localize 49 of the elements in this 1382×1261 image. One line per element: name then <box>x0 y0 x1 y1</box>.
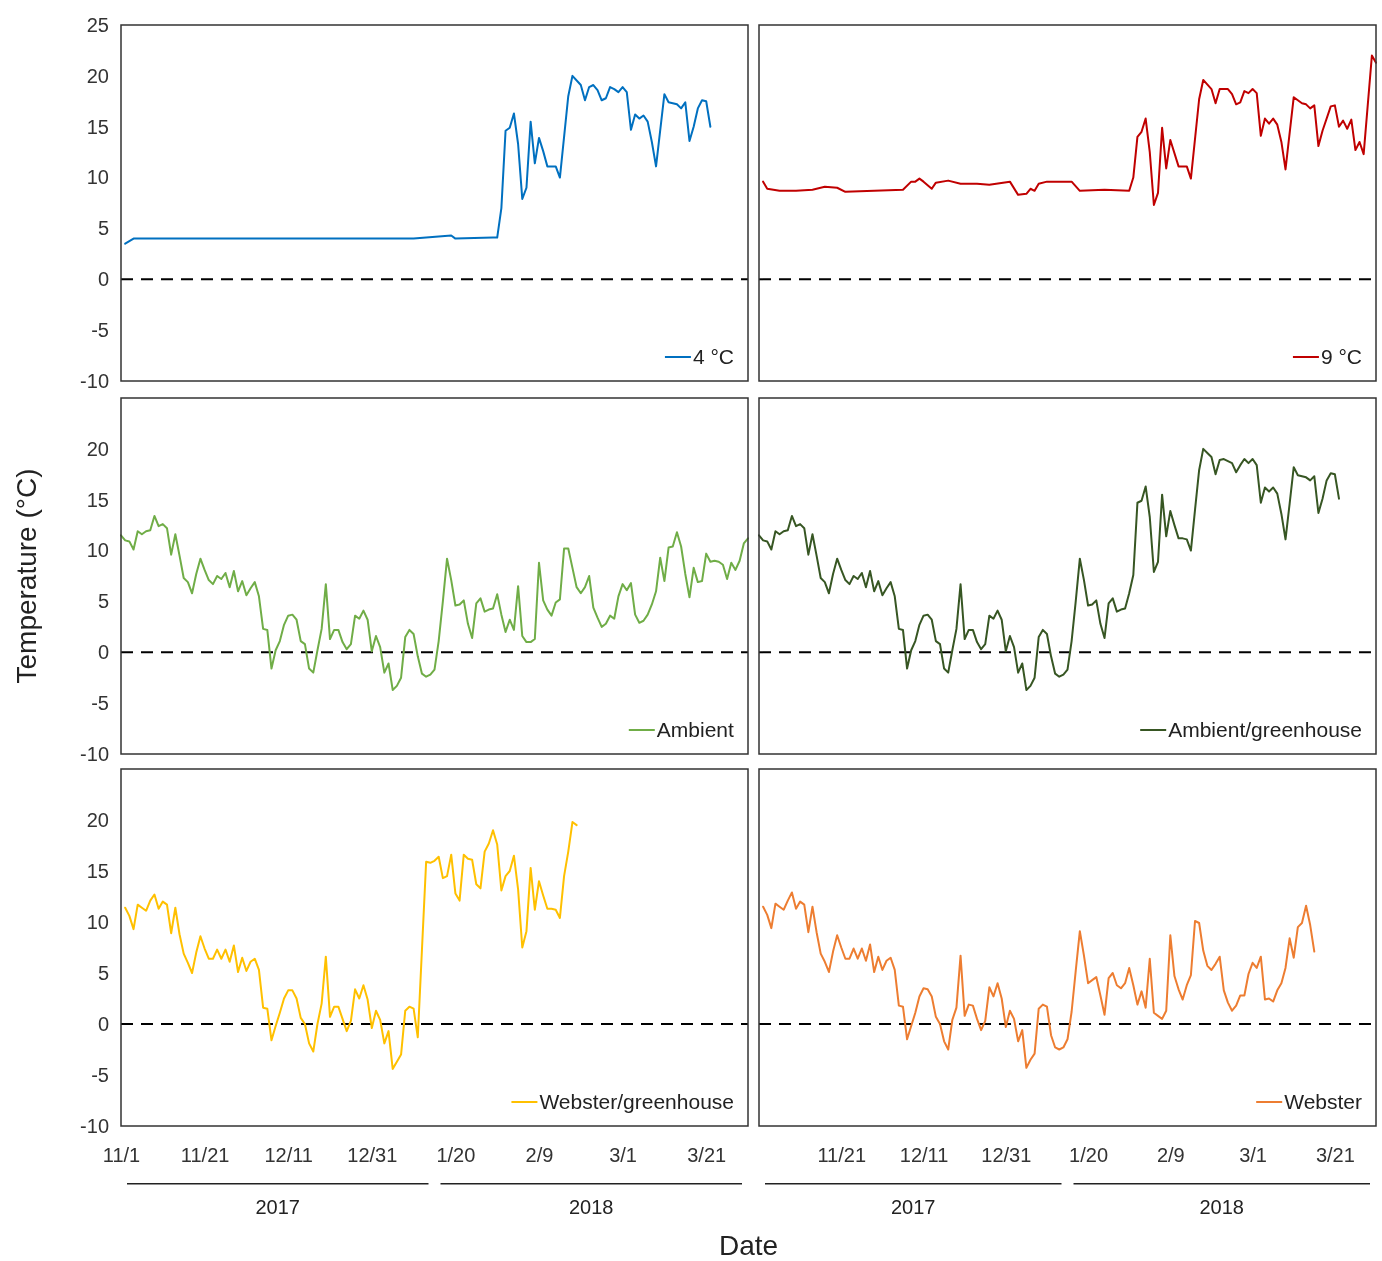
x-tick-label: 12/11 <box>264 1144 313 1167</box>
y-tick-label: 20 <box>86 808 109 831</box>
y-tick-label: 0 <box>97 641 109 664</box>
y-tick-label: -5 <box>91 1063 109 1086</box>
y-tick-label: 25 <box>86 13 109 36</box>
legend-label: Ambient/greenhouse <box>1168 718 1362 741</box>
y-tick-label: 15 <box>86 115 109 138</box>
y-tick-label: 20 <box>86 437 109 460</box>
text: 2017 <box>255 1196 300 1218</box>
x-tick-label: 11/21 <box>180 1144 230 1167</box>
x-tick-label: 12/31 <box>347 1144 398 1167</box>
legend-label: Ambient <box>656 718 734 741</box>
y-tick-label: 0 <box>97 268 109 291</box>
x-tick-label: 11/21 <box>817 1144 867 1167</box>
x-tick-label: 2/9 <box>525 1144 554 1167</box>
y-tick-label: 10 <box>86 166 109 189</box>
x-tick-label: 12/11 <box>899 1144 949 1167</box>
y-tick-label: -5 <box>91 319 109 342</box>
y-tick-label: 5 <box>97 961 109 984</box>
x-tick-label: 3/21 <box>687 1144 727 1167</box>
x-tick-label: 1/20 <box>1069 1144 1109 1167</box>
x-tick-label: 12/31 <box>981 1144 1032 1167</box>
text: 2018 <box>569 1196 614 1218</box>
y-tick-label: -5 <box>91 692 109 715</box>
x-tick-label: 3/21 <box>1315 1144 1355 1167</box>
y-tick-label: 15 <box>86 859 109 882</box>
text: 2018 <box>1199 1196 1244 1218</box>
x-tick-label: 3/1 <box>609 1144 638 1167</box>
x-tick-label: 1/20 <box>436 1144 476 1167</box>
y-tick-label: 10 <box>86 910 109 933</box>
y-tick-label: 15 <box>86 488 109 511</box>
x-tick-label: 11/1 <box>102 1144 141 1167</box>
y-tick-label: 10 <box>86 539 109 562</box>
y-tick-label: 5 <box>97 590 109 613</box>
legend-label: Webster <box>1284 1090 1362 1113</box>
legend-label: 9 °C <box>1320 345 1362 368</box>
x-tick-label: 2/9 <box>1156 1144 1185 1167</box>
y-tick-label: 20 <box>86 64 109 87</box>
legend-label: 4 °C <box>692 345 734 368</box>
legend-label: Webster/greenhouse <box>539 1090 734 1113</box>
y-tick-label: -10 <box>80 1114 109 1137</box>
y-axis-title: Temperature (°C) <box>11 468 42 684</box>
y-tick-label: -10 <box>80 369 109 392</box>
y-tick-label: 5 <box>97 217 109 240</box>
y-tick-label: -10 <box>80 742 109 765</box>
text: 2017 <box>891 1196 936 1218</box>
x-axis-title: Date <box>718 1230 779 1261</box>
x-tick-label: 3/1 <box>1239 1144 1268 1167</box>
y-tick-label: 0 <box>97 1012 109 1035</box>
